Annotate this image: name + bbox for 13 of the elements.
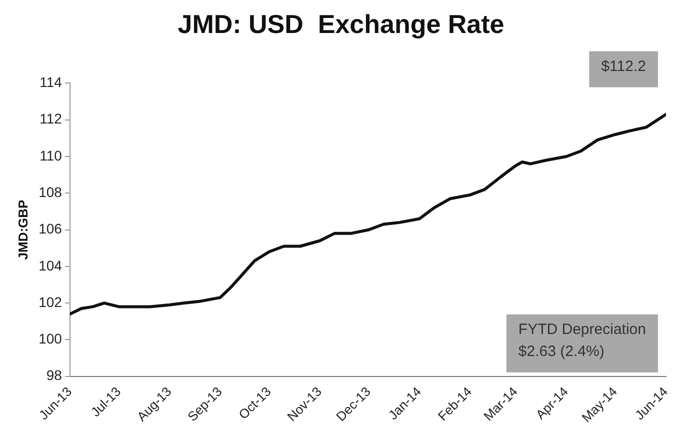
y-axis-title: JMD:GBP [15, 199, 30, 260]
y-tick-label: 104 [38, 257, 62, 274]
y-tick-label: 110 [40, 147, 62, 164]
chart-title: JMD: USD Exchange Rate [178, 8, 504, 39]
annotation: FYTD Depreciation $2.63 (2.4%) [518, 320, 646, 360]
y-tick-label: 108 [38, 184, 62, 200]
y-tick-label: 100 [38, 330, 62, 347]
y-tick-label: 102 [38, 294, 62, 310]
y-tick-label: 98 [46, 367, 62, 384]
text: $112.2 [601, 58, 646, 75]
y-tick-label: 106 [38, 220, 62, 237]
y-tick-label: 114 [40, 74, 62, 90]
y-tick-label: 112 [40, 110, 62, 127]
